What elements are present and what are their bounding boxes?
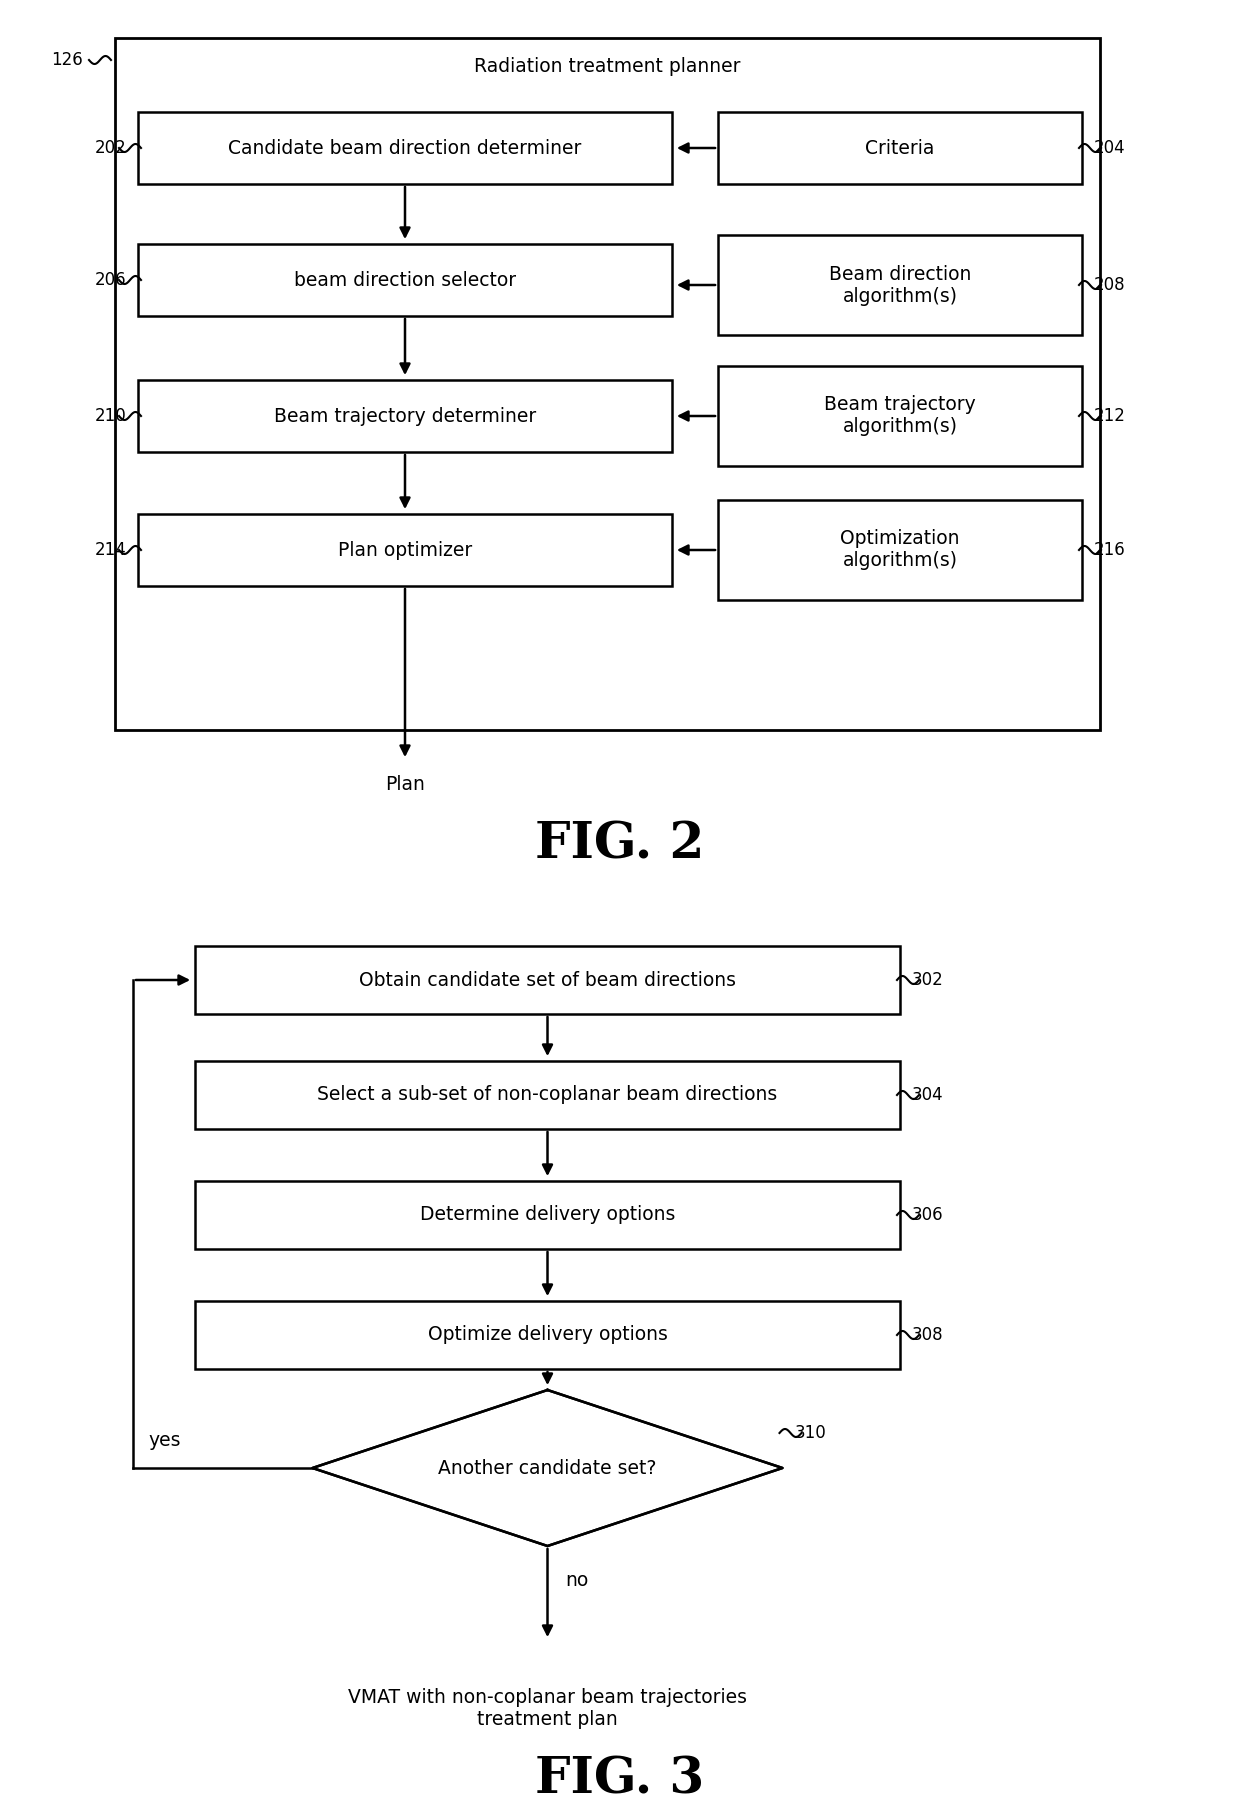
Text: Plan optimizer: Plan optimizer: [337, 540, 472, 560]
Text: 204: 204: [1094, 140, 1126, 158]
Text: FIG. 2: FIG. 2: [536, 821, 704, 870]
Text: Obtain candidate set of beam directions: Obtain candidate set of beam directions: [360, 970, 737, 990]
Bar: [138, 245, 672, 315]
Text: VMAT with non-coplanar beam trajectories
treatment plan: VMAT with non-coplanar beam trajectories…: [348, 1688, 746, 1730]
Bar: [195, 1061, 900, 1129]
Text: Candidate beam direction determiner: Candidate beam direction determiner: [228, 138, 582, 158]
Text: 308: 308: [911, 1325, 944, 1343]
Text: Determine delivery options: Determine delivery options: [420, 1206, 676, 1224]
Text: 210: 210: [94, 406, 126, 424]
Text: Optimization
algorithm(s): Optimization algorithm(s): [841, 529, 960, 571]
Bar: [138, 112, 672, 183]
Text: Optimize delivery options: Optimize delivery options: [428, 1325, 667, 1345]
Bar: [195, 1180, 900, 1249]
Text: 202: 202: [94, 140, 126, 158]
Text: Beam trajectory
algorithm(s): Beam trajectory algorithm(s): [825, 395, 976, 437]
Text: 126: 126: [51, 51, 83, 69]
Text: FIG. 3: FIG. 3: [536, 1755, 704, 1804]
Text: Beam direction
algorithm(s): Beam direction algorithm(s): [828, 265, 971, 306]
Bar: [718, 366, 1083, 466]
Text: 304: 304: [911, 1086, 944, 1104]
Text: Beam trajectory determiner: Beam trajectory determiner: [274, 406, 536, 426]
Text: 208: 208: [1094, 276, 1126, 294]
Bar: [115, 38, 1100, 731]
Text: 216: 216: [1094, 540, 1126, 558]
Bar: [718, 236, 1083, 335]
Text: Radiation treatment planner: Radiation treatment planner: [474, 56, 740, 76]
Text: Criteria: Criteria: [866, 138, 935, 158]
Text: 306: 306: [911, 1206, 944, 1224]
Polygon shape: [312, 1391, 782, 1546]
Text: beam direction selector: beam direction selector: [294, 270, 516, 290]
Text: 206: 206: [94, 270, 126, 288]
Bar: [195, 1302, 900, 1369]
Text: yes: yes: [148, 1430, 181, 1450]
Bar: [138, 381, 672, 451]
Bar: [138, 515, 672, 586]
Bar: [195, 946, 900, 1013]
Bar: [718, 500, 1083, 600]
Text: 310: 310: [795, 1423, 826, 1441]
Text: 302: 302: [911, 972, 944, 990]
Text: Select a sub-set of non-coplanar beam directions: Select a sub-set of non-coplanar beam di…: [317, 1086, 777, 1104]
Text: 212: 212: [1094, 406, 1126, 424]
Text: 214: 214: [94, 540, 126, 558]
Text: Plan: Plan: [386, 776, 425, 794]
Text: no: no: [565, 1572, 589, 1590]
Bar: [718, 112, 1083, 183]
Text: Another candidate set?: Another candidate set?: [438, 1458, 657, 1478]
